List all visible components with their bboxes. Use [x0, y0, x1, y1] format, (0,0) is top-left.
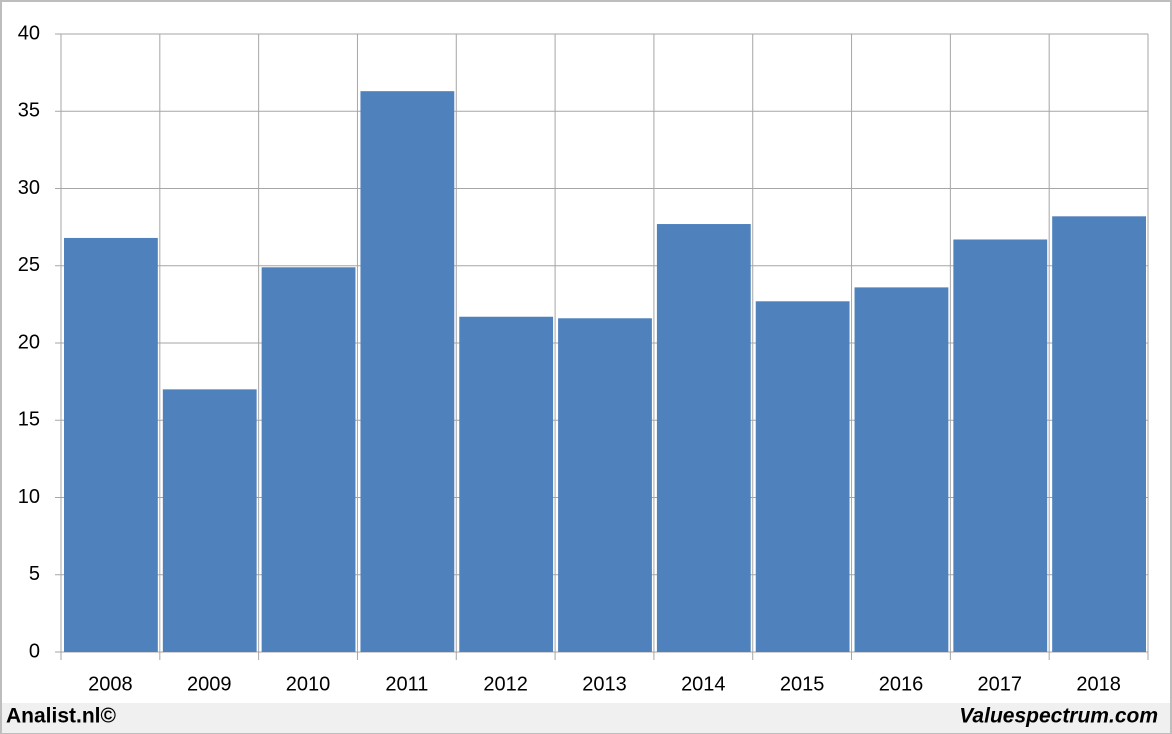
y-tick-label: 20: [18, 331, 40, 353]
bar: [854, 287, 949, 652]
y-tick-label: 35: [18, 100, 40, 122]
bar: [755, 301, 850, 652]
bar: [261, 267, 356, 652]
x-tick-label: 2014: [681, 673, 726, 695]
x-tick-label: 2011: [385, 673, 428, 695]
bar: [656, 224, 751, 652]
y-tick-label: 10: [18, 486, 40, 508]
bar: [558, 318, 652, 652]
bar: [162, 389, 257, 652]
x-tick-label: 2010: [286, 673, 331, 695]
x-tick-label: 2008: [88, 673, 133, 695]
bar: [953, 239, 1048, 653]
y-tick-label: 25: [18, 254, 40, 276]
y-tick-label: 40: [18, 22, 40, 44]
bar: [459, 316, 554, 652]
y-tick-label: 30: [18, 177, 40, 199]
footer-band: [2, 703, 1170, 733]
y-tick-label: 15: [18, 409, 40, 431]
credit-left: Analist.nl©: [6, 705, 117, 728]
x-tick-label: 2015: [780, 673, 825, 695]
y-tick-label: 5: [29, 563, 40, 585]
bar: [360, 91, 455, 653]
x-tick-label: 2016: [879, 673, 924, 695]
y-tick-label: 0: [29, 640, 40, 662]
x-tick-label: 2017: [978, 673, 1023, 695]
x-tick-label: 2009: [187, 673, 232, 695]
x-tick-label: 2013: [582, 673, 627, 695]
x-tick-label: 2012: [483, 673, 528, 695]
bar: [64, 237, 158, 652]
bar: [1052, 216, 1146, 652]
credit-right: Valuespectrum.com: [959, 705, 1158, 728]
x-tick-label: 2018: [1076, 673, 1121, 695]
